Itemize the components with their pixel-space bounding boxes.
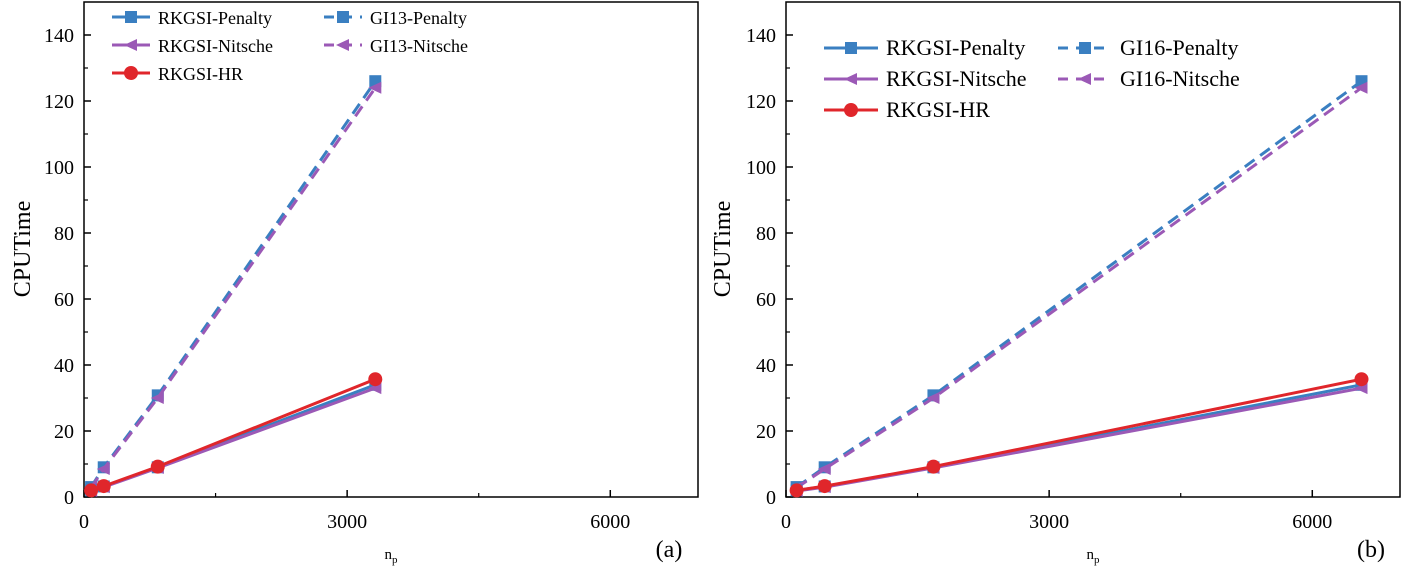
- x-axis-title-subscript: p: [392, 554, 398, 566]
- legend-item: RKGSI-Penalty: [112, 8, 272, 28]
- y-tick-label: 0: [766, 487, 776, 509]
- data-point: [817, 462, 831, 475]
- y-tick-label: 100: [746, 157, 776, 179]
- data-point: [150, 392, 164, 404]
- legend-label: RKGSI-HR: [886, 97, 990, 122]
- y-tick-label: 60: [756, 289, 776, 311]
- legend-item: RKGSI-Penalty: [824, 35, 1025, 60]
- legend-swatch-marker: [844, 103, 858, 117]
- panel-label: (a): [656, 537, 683, 563]
- data-point: [96, 479, 111, 494]
- legend: RKGSI-Penalty RKGSI-Nitsche RKGSI-HR GI16-P…: [824, 35, 1240, 122]
- series-gi13-penalty: [85, 75, 382, 494]
- legend-item: GI16-Penalty: [1058, 35, 1239, 60]
- x-axis-title-main: n: [385, 547, 393, 563]
- tick-group: 0 3000 6000 0 20 40 60 80 100 120 140: [44, 25, 630, 533]
- x-axis-title-main: n: [1087, 547, 1095, 563]
- x-tick-label: 6000: [1292, 511, 1332, 533]
- series-line: [796, 377, 1362, 492]
- series-layer: [84, 75, 383, 498]
- x-axis-title-subscript: p: [1094, 554, 1100, 566]
- legend-swatch-marker: [845, 42, 857, 54]
- series-gi16-penalty: [790, 75, 1368, 494]
- series-line: [89, 86, 377, 489]
- legend-swatch-marker: [336, 39, 349, 51]
- series-line: [89, 80, 377, 488]
- y-axis-title: CPUTime: [10, 201, 36, 298]
- tick-group: 0 3000 6000 0 20 40 60 80 100 120 140: [746, 25, 1332, 533]
- plot-frame: [83, 1, 699, 498]
- legend-label: RKGSI-Penalty: [158, 8, 272, 28]
- chart-panel-a: 0 3000 6000 0 20 40 60 80 100 120 140 RKGSI-Penalt…: [10, 1, 699, 566]
- chart-panel-b: 0 3000 6000 0 20 40 60 80 100 120 140 RKGSI-Penalt…: [710, 1, 1401, 566]
- x-axis-title: np: [1087, 547, 1101, 566]
- legend-item: GI16-Nitsche: [1058, 66, 1240, 91]
- legend-item: RKGSI-Nitsche: [824, 66, 1027, 91]
- legend-swatch-marker: [1078, 73, 1091, 85]
- x-tick-label: 0: [79, 511, 89, 533]
- legend-label: GI16-Nitsche: [1120, 66, 1240, 91]
- y-tick-label: 100: [44, 157, 74, 179]
- legend-label: GI13-Nitsche: [370, 36, 468, 56]
- legend: RKGSI-Penalty RKGSI-Nitsche RKGSI-HR GI13-P…: [112, 8, 468, 84]
- legend-swatch-marker: [337, 11, 349, 23]
- legend-item: RKGSI-Nitsche: [112, 36, 273, 56]
- series-layer: [789, 75, 1369, 498]
- legend-swatch-marker: [844, 73, 857, 85]
- legend-swatch-marker: [1079, 42, 1091, 54]
- data-point: [1354, 81, 1368, 94]
- y-tick-label: 120: [746, 91, 776, 113]
- y-tick-label: 20: [54, 421, 74, 443]
- x-tick-label: 6000: [590, 511, 630, 533]
- legend-label: RKGSI-Penalty: [886, 35, 1025, 60]
- legend-label: RKGSI-Nitsche: [158, 36, 273, 56]
- panel-label: (b): [1357, 537, 1385, 563]
- data-point: [84, 483, 99, 498]
- y-tick-label: 120: [44, 91, 74, 113]
- y-tick-label: 140: [746, 25, 776, 47]
- data-point: [1354, 372, 1369, 387]
- x-tick-label: 3000: [1029, 511, 1069, 533]
- series-line: [795, 86, 1363, 490]
- y-tick-label: 20: [756, 421, 776, 443]
- series-rkgsi-hr: [84, 372, 383, 498]
- y-tick-label: 40: [54, 355, 74, 377]
- y-tick-label: 80: [54, 223, 74, 245]
- y-tick-label: 0: [64, 487, 74, 509]
- data-point: [789, 483, 804, 498]
- data-point: [817, 479, 832, 494]
- legend-label: RKGSI-HR: [158, 64, 243, 84]
- y-tick-label: 140: [44, 25, 74, 47]
- data-point: [926, 459, 941, 474]
- legend-label: GI16-Penalty: [1120, 35, 1239, 60]
- x-tick-label: 3000: [327, 511, 367, 533]
- legend-item: RKGSI-HR: [824, 97, 990, 122]
- data-point: [926, 392, 940, 404]
- legend-item: GI13-Penalty: [324, 8, 467, 28]
- series-line: [795, 79, 1363, 489]
- legend-swatch-marker: [124, 66, 138, 80]
- x-axis-title: np: [385, 547, 399, 566]
- legend-label: GI13-Penalty: [370, 8, 467, 28]
- y-axis-title: CPUTime: [710, 201, 736, 298]
- x-tick-label: 0: [781, 511, 791, 533]
- data-point: [150, 459, 165, 474]
- legend-swatch-marker: [124, 39, 137, 51]
- legend-swatch-marker: [125, 11, 137, 23]
- legend-item: GI13-Nitsche: [324, 36, 468, 56]
- data-point: [368, 372, 383, 387]
- series-line: [90, 377, 376, 492]
- y-tick-label: 60: [54, 289, 74, 311]
- legend-label: RKGSI-Nitsche: [886, 66, 1027, 91]
- legend-item: RKGSI-HR: [112, 64, 243, 84]
- data-point: [96, 462, 110, 475]
- y-tick-label: 80: [756, 223, 776, 245]
- data-point: [368, 81, 382, 94]
- series-rkgsi-hr: [789, 372, 1369, 498]
- plot-frame: [785, 1, 1401, 498]
- y-tick-label: 40: [756, 355, 776, 377]
